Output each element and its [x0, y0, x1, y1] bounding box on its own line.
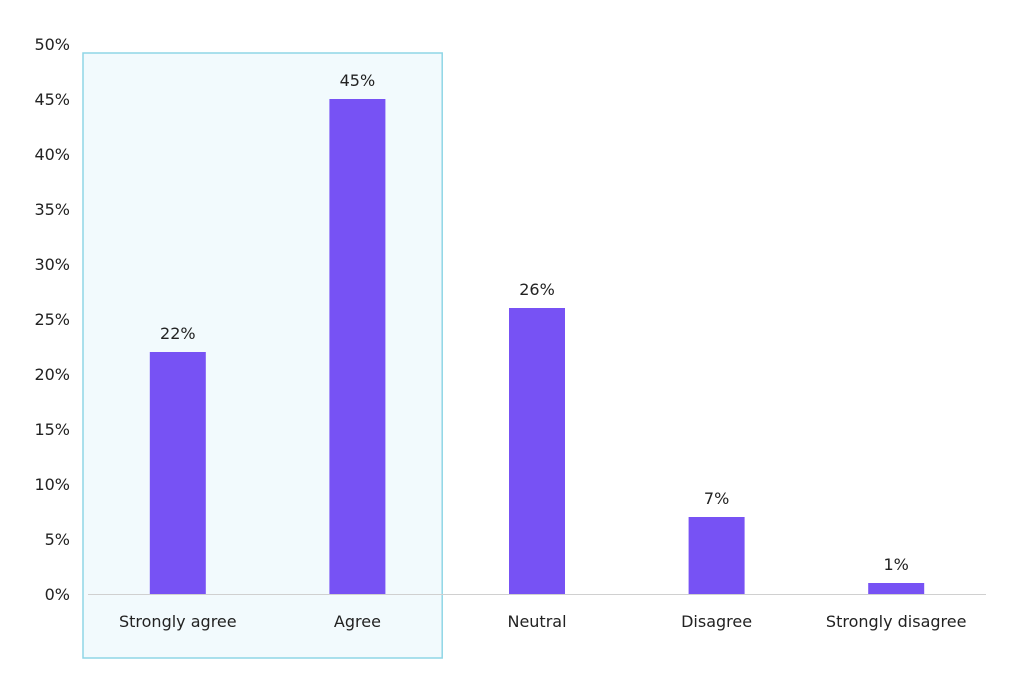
bar-strongly-disagree: [868, 583, 925, 594]
y-tick-label: 30%: [34, 255, 70, 274]
highlight-box: [82, 52, 443, 659]
y-tick-label: 25%: [34, 310, 70, 329]
data-label-neutral: 26%: [519, 280, 555, 299]
x-tick-label-neutral: Neutral: [507, 612, 566, 631]
data-label-strongly-disagree: 1%: [884, 555, 909, 574]
y-tick-label: 10%: [34, 475, 70, 494]
bar-neutral: [509, 308, 565, 594]
x-tick-label-disagree: Disagree: [681, 612, 752, 631]
y-tick-label: 20%: [34, 365, 70, 384]
data-label-strongly-agree: 22%: [160, 324, 196, 343]
y-tick-label: 35%: [34, 200, 70, 219]
x-tick-label-agree: Agree: [334, 612, 381, 631]
y-tick-label: 45%: [34, 90, 70, 109]
x-tick-label-strongly-agree: Strongly agree: [119, 612, 237, 631]
bar-agree: [329, 99, 386, 594]
bar-disagree: [688, 517, 745, 594]
bar-strongly-agree: [149, 352, 206, 594]
y-tick-label: 50%: [34, 35, 70, 54]
y-tick-label: 15%: [34, 420, 70, 439]
data-label-disagree: 7%: [704, 489, 729, 508]
x-tick-label-strongly-disagree: Strongly disagree: [826, 612, 967, 631]
y-tick-label: 40%: [34, 145, 70, 164]
data-label-agree: 45%: [340, 71, 376, 90]
y-tick-label: 5%: [45, 530, 70, 549]
y-tick-label: 0%: [45, 585, 70, 604]
